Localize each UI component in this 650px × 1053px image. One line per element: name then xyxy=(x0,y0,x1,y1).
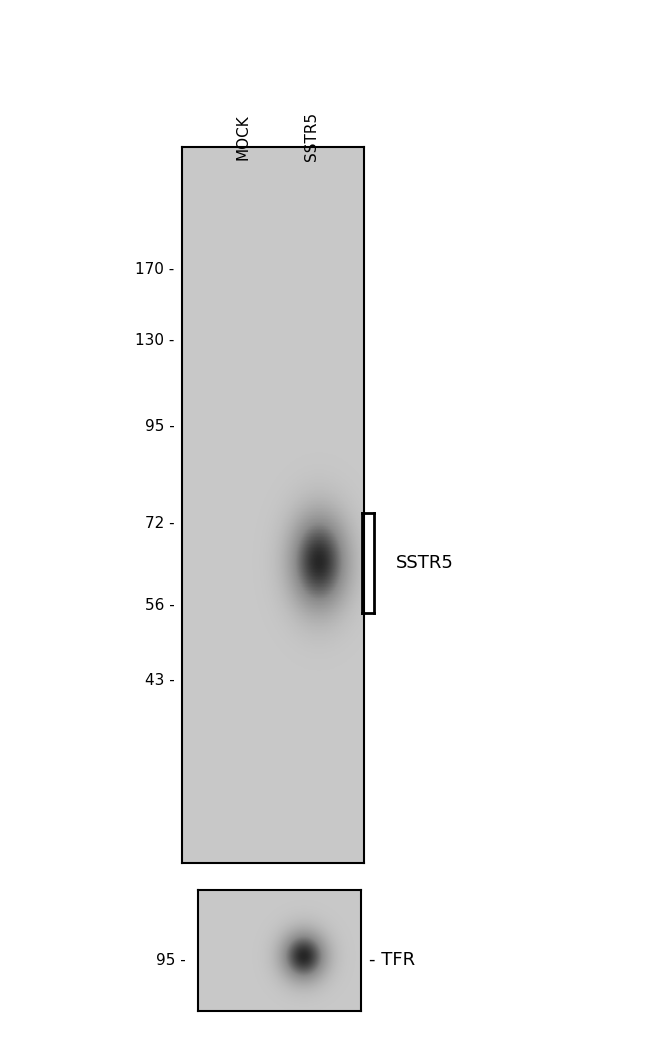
Text: 95 -: 95 - xyxy=(155,953,185,968)
Text: 95 -: 95 - xyxy=(145,419,175,434)
Text: SSTR5: SSTR5 xyxy=(304,112,318,161)
Text: 130 -: 130 - xyxy=(135,333,175,349)
Text: 72 -: 72 - xyxy=(145,516,175,531)
Text: 56 -: 56 - xyxy=(145,598,175,613)
Text: - TFR: - TFR xyxy=(369,951,415,969)
Text: 170 -: 170 - xyxy=(135,261,175,277)
Text: SSTR5: SSTR5 xyxy=(396,554,454,572)
Text: MOCK: MOCK xyxy=(235,114,250,160)
Text: 43 -: 43 - xyxy=(145,673,175,689)
